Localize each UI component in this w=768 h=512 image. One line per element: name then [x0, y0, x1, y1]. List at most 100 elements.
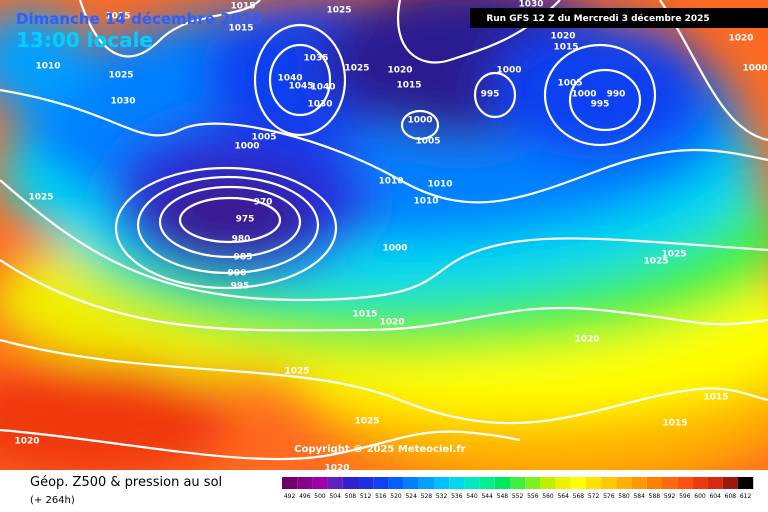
- run: Run GFS 12 Z du Mercredi 3 décembre 2025: [486, 13, 709, 24]
- legend-swatch: [494, 477, 510, 489]
- isobar-label: 1025: [284, 367, 309, 377]
- legend-swatch: [358, 477, 374, 489]
- legend-swatch: [722, 477, 738, 489]
- isobar-label: 1025: [643, 257, 668, 267]
- isobar-label: 1025: [326, 6, 351, 16]
- isobar-label: 1015: [703, 393, 728, 403]
- time: 13:00 locale: [16, 28, 153, 52]
- isobar-label: 1020: [14, 437, 39, 447]
- isobar-label: 1035: [303, 54, 328, 64]
- legend-swatch: [707, 477, 723, 489]
- isobars: [0, 0, 768, 461]
- legend-swatch: [692, 477, 708, 489]
- isobar-label: 1015: [662, 419, 687, 429]
- legend-swatch: [586, 477, 602, 489]
- legend-label: 504: [329, 493, 341, 500]
- legend-label: 600: [694, 493, 706, 500]
- legend-label: 544: [481, 493, 493, 500]
- map: 1015101510151025101010251030103510401045…: [0, 0, 768, 470]
- legend-swatch: [449, 477, 465, 489]
- isobar-label: 980: [232, 235, 251, 245]
- legend-label: 584: [633, 493, 645, 500]
- legend-swatch: [479, 477, 495, 489]
- legend-swatch: [312, 477, 328, 489]
- legend-label: 520: [390, 493, 402, 500]
- isobar-label: 1040: [277, 74, 302, 84]
- isobar-label: 1015: [553, 43, 578, 53]
- legend-label: 596: [679, 493, 691, 500]
- legend-label: 576: [603, 493, 615, 500]
- isobar-label: 975: [236, 215, 255, 225]
- legend-label: 568: [573, 493, 585, 500]
- legend-label: 492: [284, 493, 296, 500]
- isobar-label: 1025: [108, 71, 133, 81]
- isobar-label: 1000: [742, 64, 767, 74]
- isobar-label: 1015: [105, 12, 130, 22]
- isobar-label: 1030: [518, 0, 543, 10]
- isobar-label: 985: [234, 253, 253, 263]
- legend-label: 508: [345, 493, 357, 500]
- legend-swatch: [418, 477, 434, 489]
- isobar-label: 1020: [379, 318, 404, 328]
- legend-label: 548: [497, 493, 509, 500]
- legend-label: 496: [299, 493, 311, 500]
- isobar-label: 995: [591, 100, 610, 110]
- legend-swatch: [540, 477, 556, 489]
- legend-swatch: [555, 477, 571, 489]
- legend-label: 552: [512, 493, 524, 500]
- legend-swatch: [662, 477, 678, 489]
- legend-swatch: [434, 477, 450, 489]
- isobar-label: 1015: [352, 310, 377, 320]
- isobar-label: 1010: [378, 177, 403, 187]
- isobar-label: 1000: [382, 244, 407, 254]
- legend-label: 512: [360, 493, 372, 500]
- isobar-label: 1000: [496, 66, 521, 76]
- isobar-label: 1005: [251, 133, 276, 143]
- footer-title: Géop. Z500 & pression au sol: [30, 475, 222, 490]
- isobar-label: 1000: [571, 90, 596, 100]
- isobar-label: 1005: [557, 79, 582, 89]
- isobar-label: 1015: [230, 2, 255, 12]
- isobar-label: 1020: [387, 66, 412, 76]
- date: Dimanche 14 décembre 2025: [16, 10, 262, 28]
- legend-swatch: [601, 477, 617, 489]
- legend-label: 572: [588, 493, 600, 500]
- isobar-label: 990: [228, 269, 247, 279]
- isobar-label: 1010: [427, 180, 452, 190]
- legend-swatch: [327, 477, 343, 489]
- isobar-label: 970: [254, 198, 273, 208]
- legend-swatch: [373, 477, 389, 489]
- isobar-label: 1010: [413, 197, 438, 207]
- legend-label: 516: [375, 493, 387, 500]
- isobar-label: 1020: [550, 32, 575, 42]
- legend-label: 524: [405, 493, 417, 500]
- isobar-label: 1025: [354, 417, 379, 427]
- isobar-label: 995: [231, 282, 250, 292]
- isobar-label: 990: [607, 90, 626, 100]
- copyright: Copyright © 2025 Meteociel.fr: [294, 444, 465, 455]
- legend-swatch: [525, 477, 541, 489]
- isobar-label: 1000: [407, 116, 432, 126]
- legend-label: 540: [466, 493, 478, 500]
- legend-swatch: [510, 477, 526, 489]
- legend-swatch: [403, 477, 419, 489]
- isobar-label: 1020: [574, 335, 599, 345]
- legend-label: 500: [314, 493, 326, 500]
- footer-lead: (+ 264h): [30, 495, 75, 506]
- isobar-label: 1030: [110, 97, 135, 107]
- legend-label: 608: [725, 493, 737, 500]
- legend-label: 528: [421, 493, 433, 500]
- legend-swatch: [464, 477, 480, 489]
- legend-swatch: [631, 477, 647, 489]
- legend-label: 604: [709, 493, 721, 500]
- isobar-label: 1040: [310, 83, 335, 93]
- legend-swatch: [677, 477, 693, 489]
- run-box: [470, 8, 768, 28]
- isobar-label: 1025: [28, 193, 53, 203]
- isobar-label: 1045: [288, 82, 313, 92]
- isobar-label: 1005: [415, 137, 440, 147]
- legend-label: 536: [451, 493, 463, 500]
- isobar-label: 1015: [396, 81, 421, 91]
- legend-swatch: [738, 477, 754, 489]
